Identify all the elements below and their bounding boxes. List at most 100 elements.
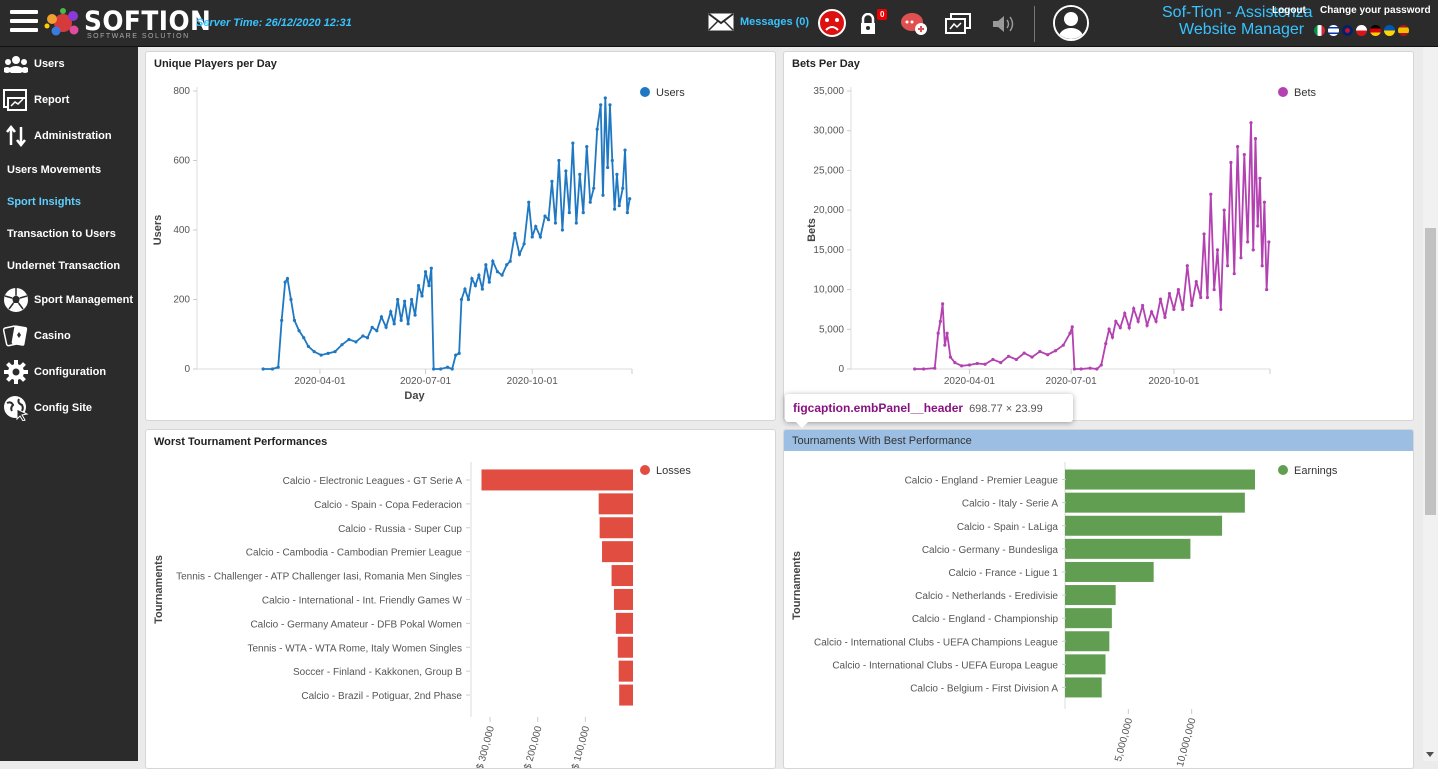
sidebar-item-config-site[interactable]: Config Site: [0, 393, 138, 423]
sidebar-item-report[interactable]: Report: [0, 85, 138, 115]
data-point: [522, 242, 526, 246]
data-point: [1215, 248, 1220, 252]
data-point: [936, 331, 940, 335]
category-label: Calcio - International Clubs - UEFA Euro…: [832, 660, 1058, 671]
user-avatar[interactable]: [1053, 5, 1089, 41]
data-point: [280, 318, 284, 322]
flag-ukraine-icon[interactable]: [1384, 25, 1395, 36]
flag-spain-icon[interactable]: [1398, 25, 1409, 36]
data-point: [625, 211, 629, 215]
data-point: [1258, 176, 1262, 180]
data-point: [617, 204, 621, 208]
account-name-link[interactable]: Sof-Tion - Assistenza: [1162, 4, 1313, 21]
data-point: [1202, 232, 1206, 236]
y-tick-label: 200: [173, 295, 190, 306]
flag-germany-icon[interactable]: [1370, 25, 1381, 36]
data-point: [302, 336, 306, 340]
data-point: [333, 350, 337, 354]
data-point: [463, 287, 467, 291]
data-point: [517, 252, 522, 256]
data-point: [546, 217, 551, 222]
data-point: [941, 302, 945, 306]
x-axis-label: Day: [404, 390, 425, 402]
y-tick-label: 20,000: [813, 205, 844, 216]
data-point: [466, 297, 471, 302]
sidebar-item-administration[interactable]: Administration: [0, 121, 138, 151]
flag-israel-icon[interactable]: [1328, 25, 1339, 36]
bar: [617, 636, 633, 658]
data-point: [1141, 303, 1145, 308]
screens-icon[interactable]: [944, 12, 972, 36]
data-point: [1127, 326, 1131, 330]
sidebar: Users Report Administration Users Moveme…: [0, 47, 138, 761]
panel-title: Tournaments With Best Performance: [792, 435, 972, 447]
flag-czech-icon[interactable]: [1356, 25, 1367, 36]
data-point: [1167, 291, 1172, 296]
user-silhouette-icon: [1055, 7, 1087, 39]
data-point: [361, 334, 365, 338]
data-point: [564, 169, 568, 173]
messages-button[interactable]: Messages (0): [708, 13, 809, 31]
data-point: [608, 103, 612, 107]
sidebar-item-casino[interactable]: Casino: [0, 321, 138, 351]
server-time-label: Server Time:: [196, 17, 263, 29]
data-point: [553, 221, 558, 225]
data-point: [606, 165, 610, 170]
vertical-scrollbar[interactable]: [1423, 47, 1438, 761]
data-point: [410, 297, 414, 302]
data-point: [1053, 349, 1058, 353]
change-password-link[interactable]: Change your password: [1320, 5, 1431, 16]
bar: [1065, 538, 1191, 559]
data-point: [491, 259, 495, 263]
data-point: [508, 259, 512, 263]
y-tick-label: 600: [173, 156, 190, 167]
sidebar-item-sport-management[interactable]: Sport Management: [0, 285, 138, 315]
data-point: [306, 344, 310, 349]
data-point: [1132, 307, 1136, 311]
data-point: [450, 367, 454, 371]
data-point: [457, 351, 461, 355]
data-point: [285, 277, 290, 281]
sidebar-subitem-undernet-transaction[interactable]: Undernet Transaction: [7, 260, 121, 272]
data-point: [473, 284, 477, 288]
brand-logo[interactable]: SOFTION SOFTWARE SOLUTION: [44, 5, 211, 41]
flag-uk-icon[interactable]: [1342, 25, 1353, 36]
scroll-down-arrow-icon[interactable]: [1426, 752, 1434, 757]
category-label: Calcio - Spain - LaLiga: [957, 522, 1059, 533]
chart-unique-players: 0 200 400 600 800 2020-04-01 2020-07-01 2020-10…: [152, 86, 685, 402]
support-face-icon[interactable]: [817, 8, 847, 38]
panel-best-tournaments: Tournaments With Best Performance Calcio…: [783, 429, 1414, 769]
bar: [1065, 654, 1106, 675]
flag-italy-icon[interactable]: [1314, 25, 1325, 36]
devtools-inspect-tooltip: figcaption.embPanel__header 698.77 × 23.9…: [785, 394, 1073, 422]
x-tick-label: 2020-10-01: [507, 376, 559, 387]
data-point: [379, 315, 384, 319]
sidebar-item-configuration[interactable]: Configuration: [0, 357, 138, 387]
category-label: Calcio - Electronic Leagues - GT Serie A: [283, 476, 463, 487]
sidebar-item-users[interactable]: Users: [0, 49, 138, 79]
lock-icon[interactable]: [859, 13, 877, 35]
role-link[interactable]: Website Manager: [1179, 21, 1305, 38]
data-point: [396, 297, 400, 302]
data-point: [354, 340, 358, 344]
speaker-icon[interactable]: [991, 14, 1015, 34]
sidebar-subitem-sport-insights[interactable]: Sport Insights: [7, 196, 81, 208]
data-point: [601, 193, 605, 197]
chat-alert-icon[interactable]: [900, 11, 928, 37]
data-point: [527, 200, 531, 204]
scrollbar-thumb[interactable]: [1425, 228, 1436, 515]
data-point: [621, 186, 625, 190]
hamburger-menu-icon[interactable]: [10, 10, 38, 34]
data-point: [1046, 353, 1050, 357]
data-point: [578, 172, 582, 176]
data-point: [470, 277, 474, 281]
sidebar-subitem-users-movements[interactable]: Users Movements: [7, 164, 102, 176]
data-point: [500, 273, 504, 277]
sidebar-subitem-transaction-to-users[interactable]: Transaction to Users: [7, 228, 116, 240]
data-point: [530, 235, 534, 239]
sidebar-item-label: Sport Management: [34, 294, 134, 306]
legend-label: Bets: [1294, 87, 1317, 99]
logout-link[interactable]: Logout: [1272, 5, 1306, 16]
cards-icon: [3, 325, 28, 347]
tooltip-arrow: [795, 421, 809, 428]
